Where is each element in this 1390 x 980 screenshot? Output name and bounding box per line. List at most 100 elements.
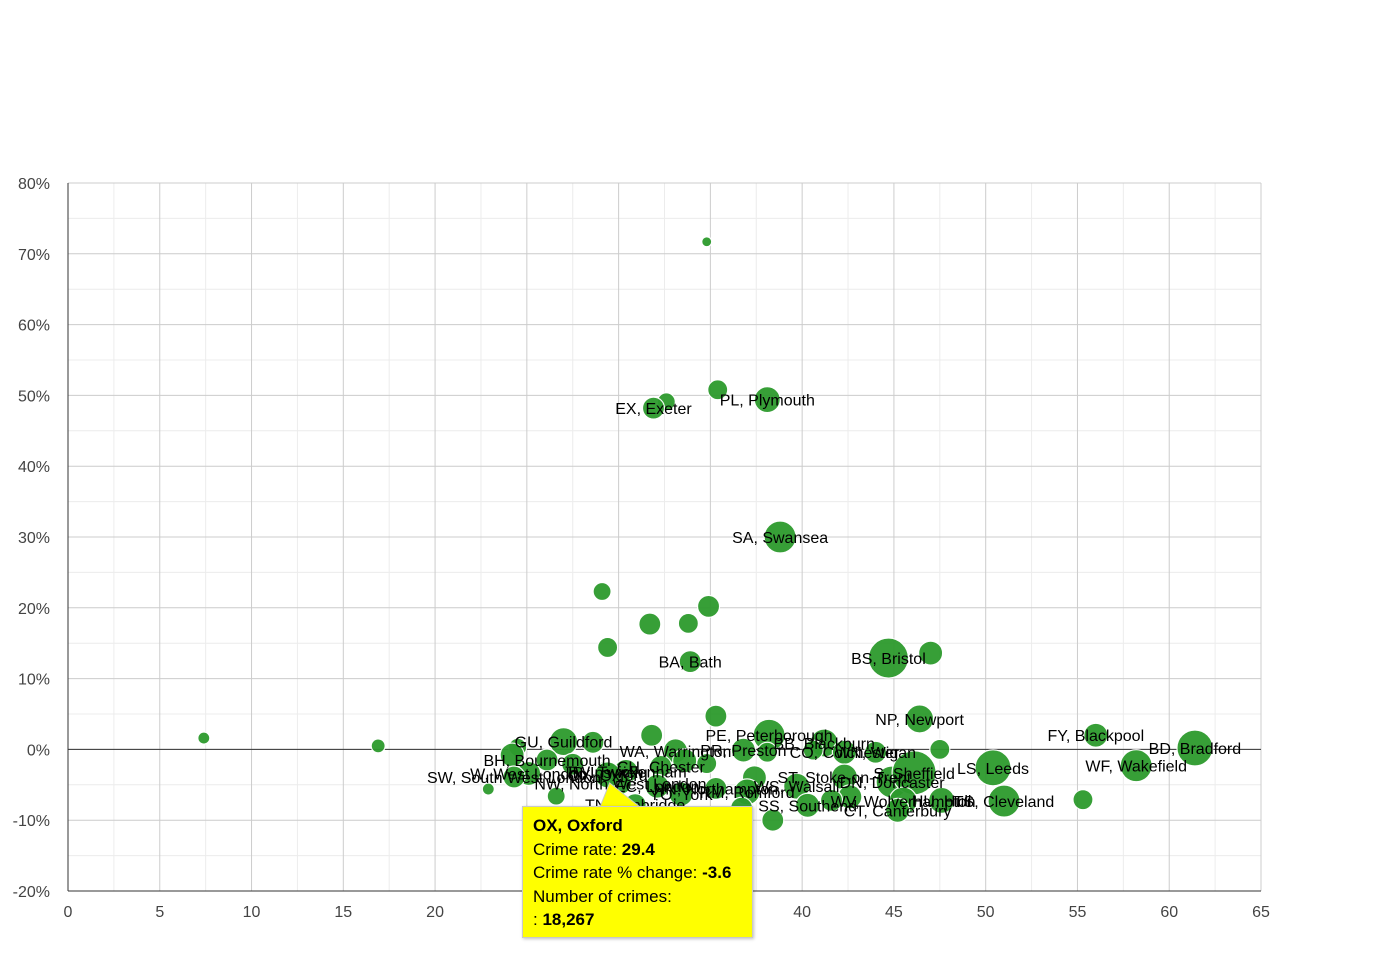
point-label: RM, Romford [700, 785, 795, 802]
point-label: BD, Bradford [1149, 741, 1241, 758]
x-tick-label: 45 [885, 904, 903, 921]
data-point [918, 640, 944, 666]
y-tick-label: 30% [18, 530, 50, 547]
x-tick-label: 50 [977, 904, 995, 921]
x-tick-label: 55 [1069, 904, 1087, 921]
hover-tooltip: OX, Oxford Crime rate: 29.4 Crime rate %… [522, 806, 753, 938]
data-point [597, 636, 619, 659]
y-tick-label: 40% [18, 459, 50, 476]
data-point [370, 738, 386, 754]
point-label: IP, Ipswich [568, 765, 643, 782]
y-tick-label: 20% [18, 601, 50, 618]
tooltip-title: OX, Oxford [533, 816, 623, 835]
bubbles [197, 236, 1214, 832]
point-label: BA, Bath [659, 655, 722, 672]
data-point [928, 786, 956, 814]
y-tick-label: -20% [13, 884, 50, 901]
point-label: EX, Exeter [615, 401, 692, 418]
data-point [592, 581, 612, 602]
data-point [535, 748, 559, 772]
point-label: CT, Canterbury [844, 803, 952, 820]
data-point [905, 704, 935, 734]
data-point [795, 792, 821, 818]
tooltip-count-prefix: : [533, 910, 543, 929]
x-tick-label: 5 [155, 904, 164, 921]
data-point [197, 731, 211, 745]
point-label: PE, Peterborough [706, 728, 833, 745]
x-tick-label: 15 [334, 904, 352, 921]
point-label: SS, Southend [758, 798, 857, 815]
point-label: CO, Colchester [790, 745, 900, 762]
data-point [696, 752, 718, 775]
point-label: BH, Bournemouth [483, 753, 610, 770]
data-point [929, 738, 951, 761]
point-label: ST, Stoke-on-Trent [778, 770, 912, 787]
point-label: YO, York [649, 787, 713, 804]
data-point [756, 741, 778, 763]
y-tick-label: 0% [27, 742, 50, 759]
point-label: WA, Warrington [620, 744, 732, 761]
tooltip-count-label: Number of crimes: [533, 886, 672, 906]
y-tick-label: 10% [18, 672, 50, 689]
data-point [1083, 722, 1109, 748]
data-point [638, 612, 662, 636]
point-label: WS, Walsall [754, 779, 840, 796]
point-label: SA, Swansea [732, 530, 828, 547]
data-point [884, 797, 911, 823]
point-label: OX, Oxford [568, 768, 648, 785]
x-tick-label: 60 [1160, 904, 1178, 921]
y-tick-label: 70% [18, 247, 50, 264]
data-point [707, 379, 729, 401]
point-label: HU, Hull [912, 793, 972, 810]
data-point [802, 739, 824, 761]
data-point [548, 727, 579, 757]
data-point [640, 723, 664, 747]
data-point [974, 749, 1012, 787]
point-label: WV, Wolverhampton [831, 794, 976, 811]
point-label: W, West London [470, 766, 587, 783]
data-point [704, 704, 728, 728]
data-point [704, 776, 728, 800]
point-labels: EX, Exeter PL, Plymouth SA, Swansea BA, Bat… [427, 393, 1241, 821]
point-label: GU, Guildford [515, 735, 613, 752]
data-point [561, 752, 585, 776]
x-tick-label: 10 [243, 904, 261, 921]
point-label: BB, Blackburn [773, 736, 874, 753]
point-label: FY, Blackpool [1047, 728, 1144, 745]
data-point [987, 784, 1021, 818]
point-label: NP, Newport [875, 712, 964, 729]
point-label: NW, North West London [534, 776, 706, 793]
data-point [644, 773, 670, 799]
tooltip-count-value: 18,267 [542, 910, 595, 929]
data-point [641, 396, 666, 420]
point-label: BS, Bristol [851, 651, 926, 668]
data-point [546, 786, 566, 806]
point-label: WF, Wakefield [1085, 759, 1187, 776]
data-point [1072, 789, 1094, 811]
point-label: DN, Doncaster [840, 775, 946, 792]
data-point [481, 782, 495, 796]
data-point [730, 737, 757, 763]
x-tick-label: 65 [1252, 904, 1270, 921]
x-tick-label: 0 [64, 904, 73, 921]
data-point [1119, 749, 1153, 783]
data-point [677, 612, 699, 634]
point-label: CH, Chester [617, 759, 706, 776]
tooltip-change-value: -3.6 [702, 863, 732, 882]
y-tick-label: 80% [18, 176, 50, 193]
data-point [1176, 729, 1214, 767]
data-point [753, 386, 781, 414]
point-label: NN, Northampton [654, 781, 779, 798]
point-label: SW, South West London [427, 770, 601, 787]
data-point [678, 650, 702, 674]
point-label: S, Sheffield [873, 766, 955, 783]
data-point [863, 740, 888, 764]
point-label: TW, Twickenham [565, 764, 687, 781]
y-tick-label: -10% [13, 813, 50, 830]
y-tick-label: 60% [18, 318, 50, 335]
data-point [761, 808, 785, 832]
point-label: WN, Wigan [835, 745, 916, 762]
data-point [763, 520, 797, 554]
point-label: PR, Preston [700, 743, 786, 760]
